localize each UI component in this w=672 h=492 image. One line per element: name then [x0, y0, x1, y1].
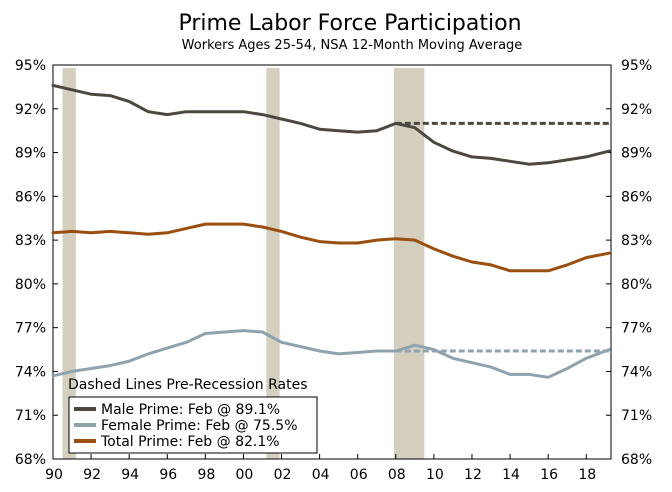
y-tick-label-left: 89%: [15, 146, 46, 162]
series-line-total-prime: [51, 222, 611, 273]
x-tick-label: 04: [312, 467, 330, 483]
y-tick-label-right: 71%: [621, 408, 652, 424]
chart-title: Prime Labor Force Participation: [178, 11, 521, 36]
x-tick-label: 12: [464, 467, 482, 483]
y-tick-label-right: 77%: [621, 321, 652, 337]
plot-frame: [52, 64, 612, 460]
y-tick-label-right: 80%: [621, 277, 652, 293]
y-tick-label-left: 77%: [15, 321, 46, 337]
series-line-female-prime: [51, 329, 611, 379]
legend-entry-label: Male Prime: Feb @ 89.1%: [101, 402, 280, 418]
x-tick-label: 14: [502, 467, 520, 483]
x-tick-label: 96: [159, 467, 177, 483]
x-tick-label: 06: [350, 467, 368, 483]
recession-band-3: [393, 68, 425, 459]
y-tick-label-right: 89%: [621, 146, 652, 162]
axes: 95% 95% 92% 92% 89% 89% 86% 86% 83% 83% 80% 80% 77% 7…: [15, 58, 652, 483]
chart-subtitle: Workers Ages 25-54, NSA 12-Month Moving …: [182, 38, 523, 53]
legend-entry-label: Total Prime: Feb @ 82.1%: [100, 434, 280, 450]
y-tick-label-left: 92%: [15, 102, 46, 118]
y-tick-label-right: 83%: [621, 233, 652, 249]
legend-entry-label: Female Prime: Feb @ 75.5%: [101, 418, 298, 434]
x-tick-label: 10: [426, 467, 444, 483]
y-tick-label-left: 83%: [15, 233, 46, 249]
y-tick-label-left: 74%: [15, 364, 46, 380]
x-tick-label: 94: [121, 467, 139, 483]
recession-band-2: [266, 68, 280, 459]
series-lines: [51, 83, 611, 379]
y-tick-label-left: 95%: [15, 58, 46, 74]
x-tick-label: 16: [540, 467, 558, 483]
recession-bands: [62, 68, 425, 459]
y-tick-label-left: 71%: [15, 408, 46, 424]
recession-band-1: [62, 68, 76, 459]
y-tick-label-left: 86%: [15, 189, 46, 205]
x-tick-label: 02: [274, 467, 292, 483]
y-tick-label-left: 80%: [15, 277, 46, 293]
y-tick-label-right: 95%: [621, 58, 652, 74]
x-tick-label: 18: [578, 467, 596, 483]
y-tick-label-right: 74%: [621, 364, 652, 380]
y-tick-label-right: 92%: [621, 102, 652, 118]
x-tick-label: 90: [45, 467, 63, 483]
legend-box: [68, 396, 318, 454]
y-tick-label-right: 68%: [621, 452, 652, 468]
y-tick-label-left: 68%: [15, 452, 46, 468]
x-tick-label: 08: [388, 467, 406, 483]
series-line-male-prime: [51, 83, 611, 166]
x-tick-label: 92: [83, 467, 101, 483]
legend-title: Dashed Lines Pre-Recession Rates: [68, 377, 308, 393]
legend: Dashed Lines Pre-Recession Rates Male Pri…: [68, 377, 318, 454]
x-tick-label: 00: [236, 467, 254, 483]
y-tick-label-right: 86%: [621, 189, 652, 205]
x-tick-label: 98: [197, 467, 215, 483]
